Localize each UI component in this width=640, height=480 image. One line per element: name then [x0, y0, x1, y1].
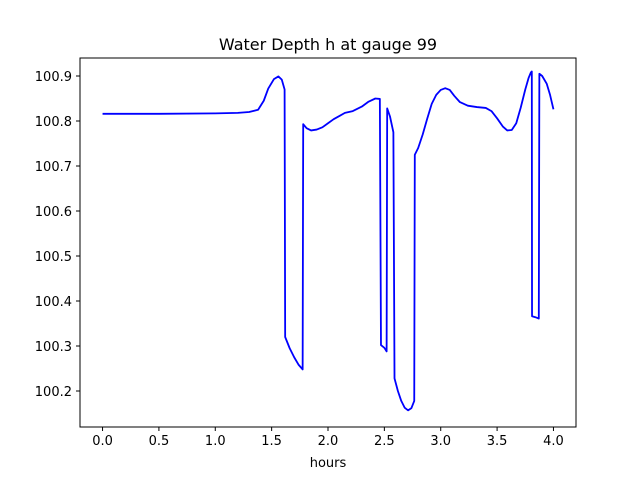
- x-tick-label: 3.0: [430, 434, 451, 449]
- y-tick-label: 100.4: [35, 295, 72, 310]
- x-tick-label: 1.0: [205, 434, 226, 449]
- x-axis-label: hours: [310, 456, 347, 471]
- y-tick-label: 100.7: [35, 160, 72, 175]
- x-tick-label: 2.0: [318, 434, 339, 449]
- x-tick-label: 0.5: [149, 434, 170, 449]
- y-tick-label: 100.2: [35, 385, 72, 400]
- y-tick-label: 100.8: [35, 115, 72, 130]
- chart-title: Water Depth h at gauge 99: [219, 35, 437, 54]
- x-tick-label: 1.5: [261, 434, 282, 449]
- x-tick-label: 4.0: [543, 434, 564, 449]
- series-line-1: [102, 70, 555, 412]
- x-axis-ticks: 0.0 0.5 1.0 1.5 2.0 2.5 3.0 3.5 4.0: [92, 427, 564, 449]
- x-tick-label: 0.0: [92, 434, 113, 449]
- y-axis-ticks: 100.2 100.3 100.4 100.5 100.6 100.7 100.8 100.9: [35, 70, 80, 400]
- y-tick-label: 100.3: [35, 340, 72, 355]
- y-tick-label: 100.9: [35, 70, 72, 85]
- y-tick-label: 100.5: [35, 250, 72, 265]
- x-tick-label: 2.5: [374, 434, 395, 449]
- x-tick-label: 3.5: [487, 434, 508, 449]
- y-tick-label: 100.6: [35, 205, 72, 220]
